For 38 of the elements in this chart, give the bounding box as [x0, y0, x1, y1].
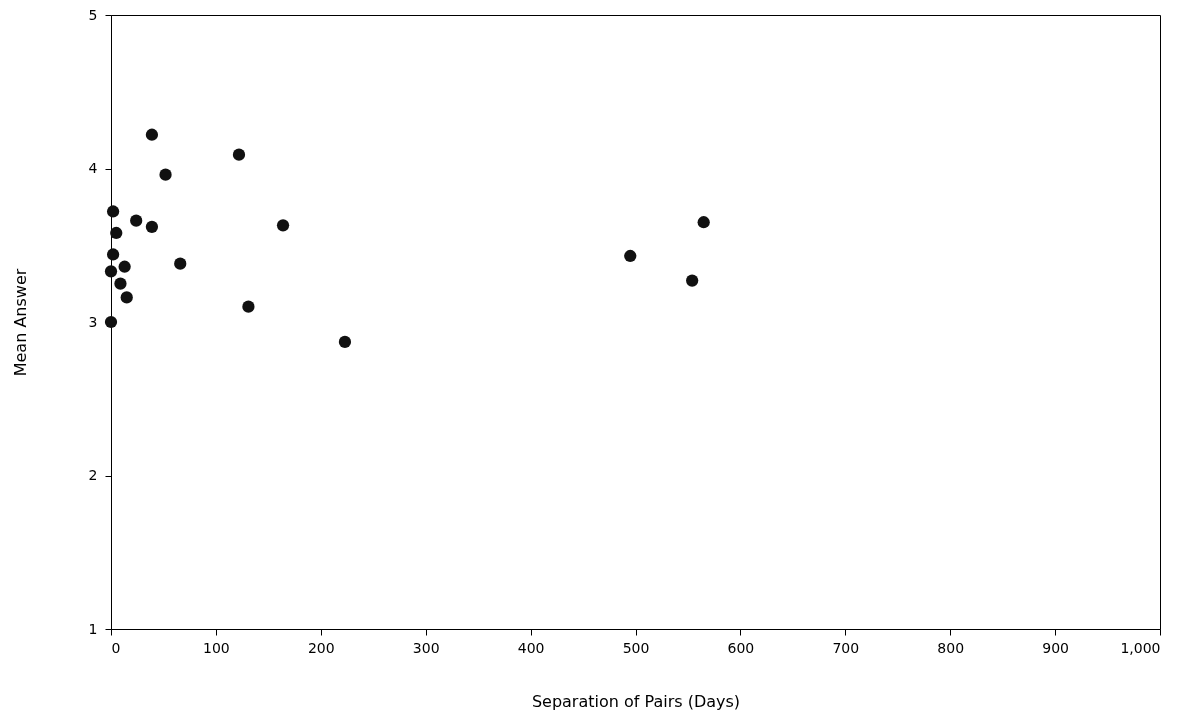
point — [276, 219, 290, 232]
point — [159, 168, 172, 181]
y-tick-label: 2 — [88, 467, 98, 483]
x-tick-label: 100 — [203, 639, 230, 656]
point — [624, 249, 637, 263]
point — [232, 148, 246, 161]
y-tick-label: 5 — [88, 6, 98, 23]
x-tick-label: 900 — [1042, 639, 1069, 656]
point — [120, 291, 133, 304]
y-axis-title: Mean Answer — [10, 268, 30, 377]
x-axis-title: Separation of Pairs (Days) — [531, 691, 741, 711]
x-tick-label: 0 — [111, 639, 121, 656]
point — [697, 216, 710, 229]
point — [110, 226, 123, 240]
point — [686, 274, 699, 287]
point — [114, 277, 127, 290]
point — [104, 315, 118, 329]
y-tick-label: 3 — [88, 313, 98, 330]
x-tick-label: 800 — [937, 639, 965, 656]
point — [104, 265, 118, 278]
point — [106, 248, 120, 261]
point — [174, 257, 187, 270]
point — [106, 205, 120, 218]
x-tick-label: 400 — [517, 639, 545, 656]
point — [242, 300, 255, 313]
x-tick-label: 1,000 — [1120, 639, 1161, 656]
point — [145, 220, 159, 233]
point — [118, 260, 131, 273]
point — [145, 128, 159, 141]
point — [338, 335, 352, 349]
x-tick-label: 600 — [727, 639, 755, 656]
x-tick-label: 200 — [307, 639, 335, 656]
point — [130, 214, 143, 227]
x-tick-label: 700 — [832, 639, 860, 656]
y-tick-label: 1 — [88, 620, 98, 637]
x-tick-label: 300 — [412, 639, 440, 656]
x-tick-label: 500 — [622, 639, 650, 656]
y-tick-label: 4 — [88, 160, 98, 176]
